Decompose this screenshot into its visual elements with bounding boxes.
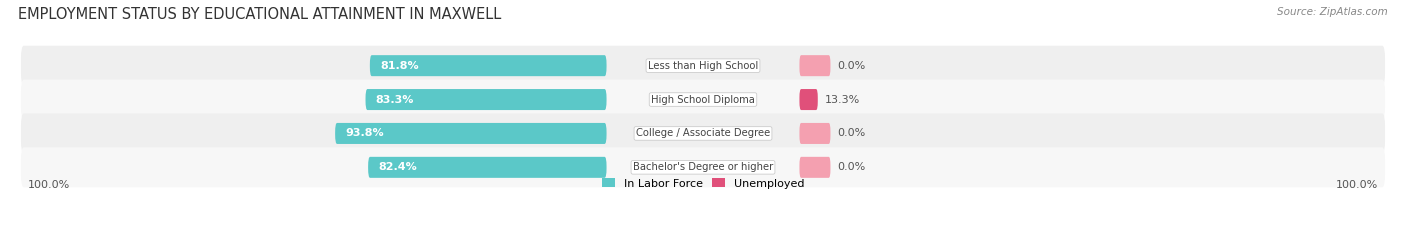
Text: College / Associate Degree: College / Associate Degree xyxy=(636,128,770,138)
Text: 93.8%: 93.8% xyxy=(346,128,384,138)
Text: 0.0%: 0.0% xyxy=(838,162,866,172)
FancyBboxPatch shape xyxy=(800,55,831,76)
Text: 83.3%: 83.3% xyxy=(375,95,415,105)
FancyBboxPatch shape xyxy=(366,89,606,110)
FancyBboxPatch shape xyxy=(368,157,606,178)
FancyBboxPatch shape xyxy=(21,80,1385,120)
Text: 81.8%: 81.8% xyxy=(380,61,419,71)
FancyBboxPatch shape xyxy=(800,89,818,110)
Text: EMPLOYMENT STATUS BY EDUCATIONAL ATTAINMENT IN MAXWELL: EMPLOYMENT STATUS BY EDUCATIONAL ATTAINM… xyxy=(18,7,502,22)
FancyBboxPatch shape xyxy=(21,147,1385,187)
Legend: In Labor Force, Unemployed: In Labor Force, Unemployed xyxy=(598,174,808,193)
FancyBboxPatch shape xyxy=(21,46,1385,86)
FancyBboxPatch shape xyxy=(370,55,606,76)
FancyBboxPatch shape xyxy=(800,123,831,144)
Text: 0.0%: 0.0% xyxy=(838,61,866,71)
Text: 82.4%: 82.4% xyxy=(378,162,418,172)
Text: Source: ZipAtlas.com: Source: ZipAtlas.com xyxy=(1277,7,1388,17)
FancyBboxPatch shape xyxy=(335,123,606,144)
Text: Bachelor's Degree or higher: Bachelor's Degree or higher xyxy=(633,162,773,172)
Text: 0.0%: 0.0% xyxy=(838,128,866,138)
FancyBboxPatch shape xyxy=(21,113,1385,153)
Text: 100.0%: 100.0% xyxy=(1336,180,1378,190)
FancyBboxPatch shape xyxy=(800,157,831,178)
Text: Less than High School: Less than High School xyxy=(648,61,758,71)
Text: 13.3%: 13.3% xyxy=(825,95,860,105)
Text: 100.0%: 100.0% xyxy=(28,180,70,190)
Text: High School Diploma: High School Diploma xyxy=(651,95,755,105)
